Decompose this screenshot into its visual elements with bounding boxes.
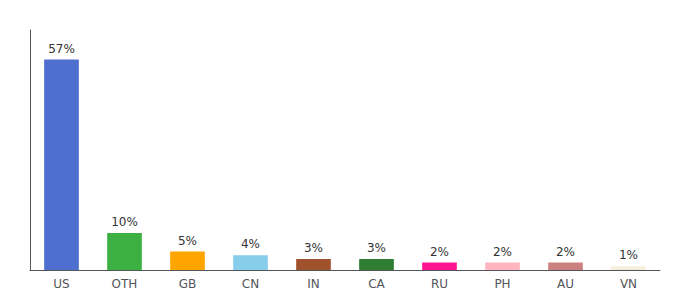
svg-text:VN: VN — [620, 277, 637, 291]
svg-text:57%: 57% — [48, 42, 75, 56]
svg-text:10%: 10% — [111, 215, 138, 229]
svg-text:2%: 2% — [430, 245, 449, 259]
svg-text:IN: IN — [307, 277, 320, 291]
svg-text:CN: CN — [242, 277, 259, 291]
svg-text:2%: 2% — [556, 245, 575, 259]
svg-text:4%: 4% — [241, 237, 260, 251]
svg-text:1%: 1% — [619, 248, 638, 262]
svg-text:PH: PH — [494, 277, 510, 291]
svg-text:OTH: OTH — [112, 277, 138, 291]
svg-text:3%: 3% — [304, 241, 323, 255]
svg-text:5%: 5% — [178, 234, 197, 248]
svg-text:2%: 2% — [493, 245, 512, 259]
svg-text:RU: RU — [431, 277, 448, 291]
svg-text:CA: CA — [368, 277, 385, 291]
svg-text:US: US — [53, 277, 69, 291]
svg-text:3%: 3% — [367, 241, 386, 255]
svg-text:GB: GB — [179, 277, 197, 291]
svg-text:AU: AU — [557, 277, 574, 291]
